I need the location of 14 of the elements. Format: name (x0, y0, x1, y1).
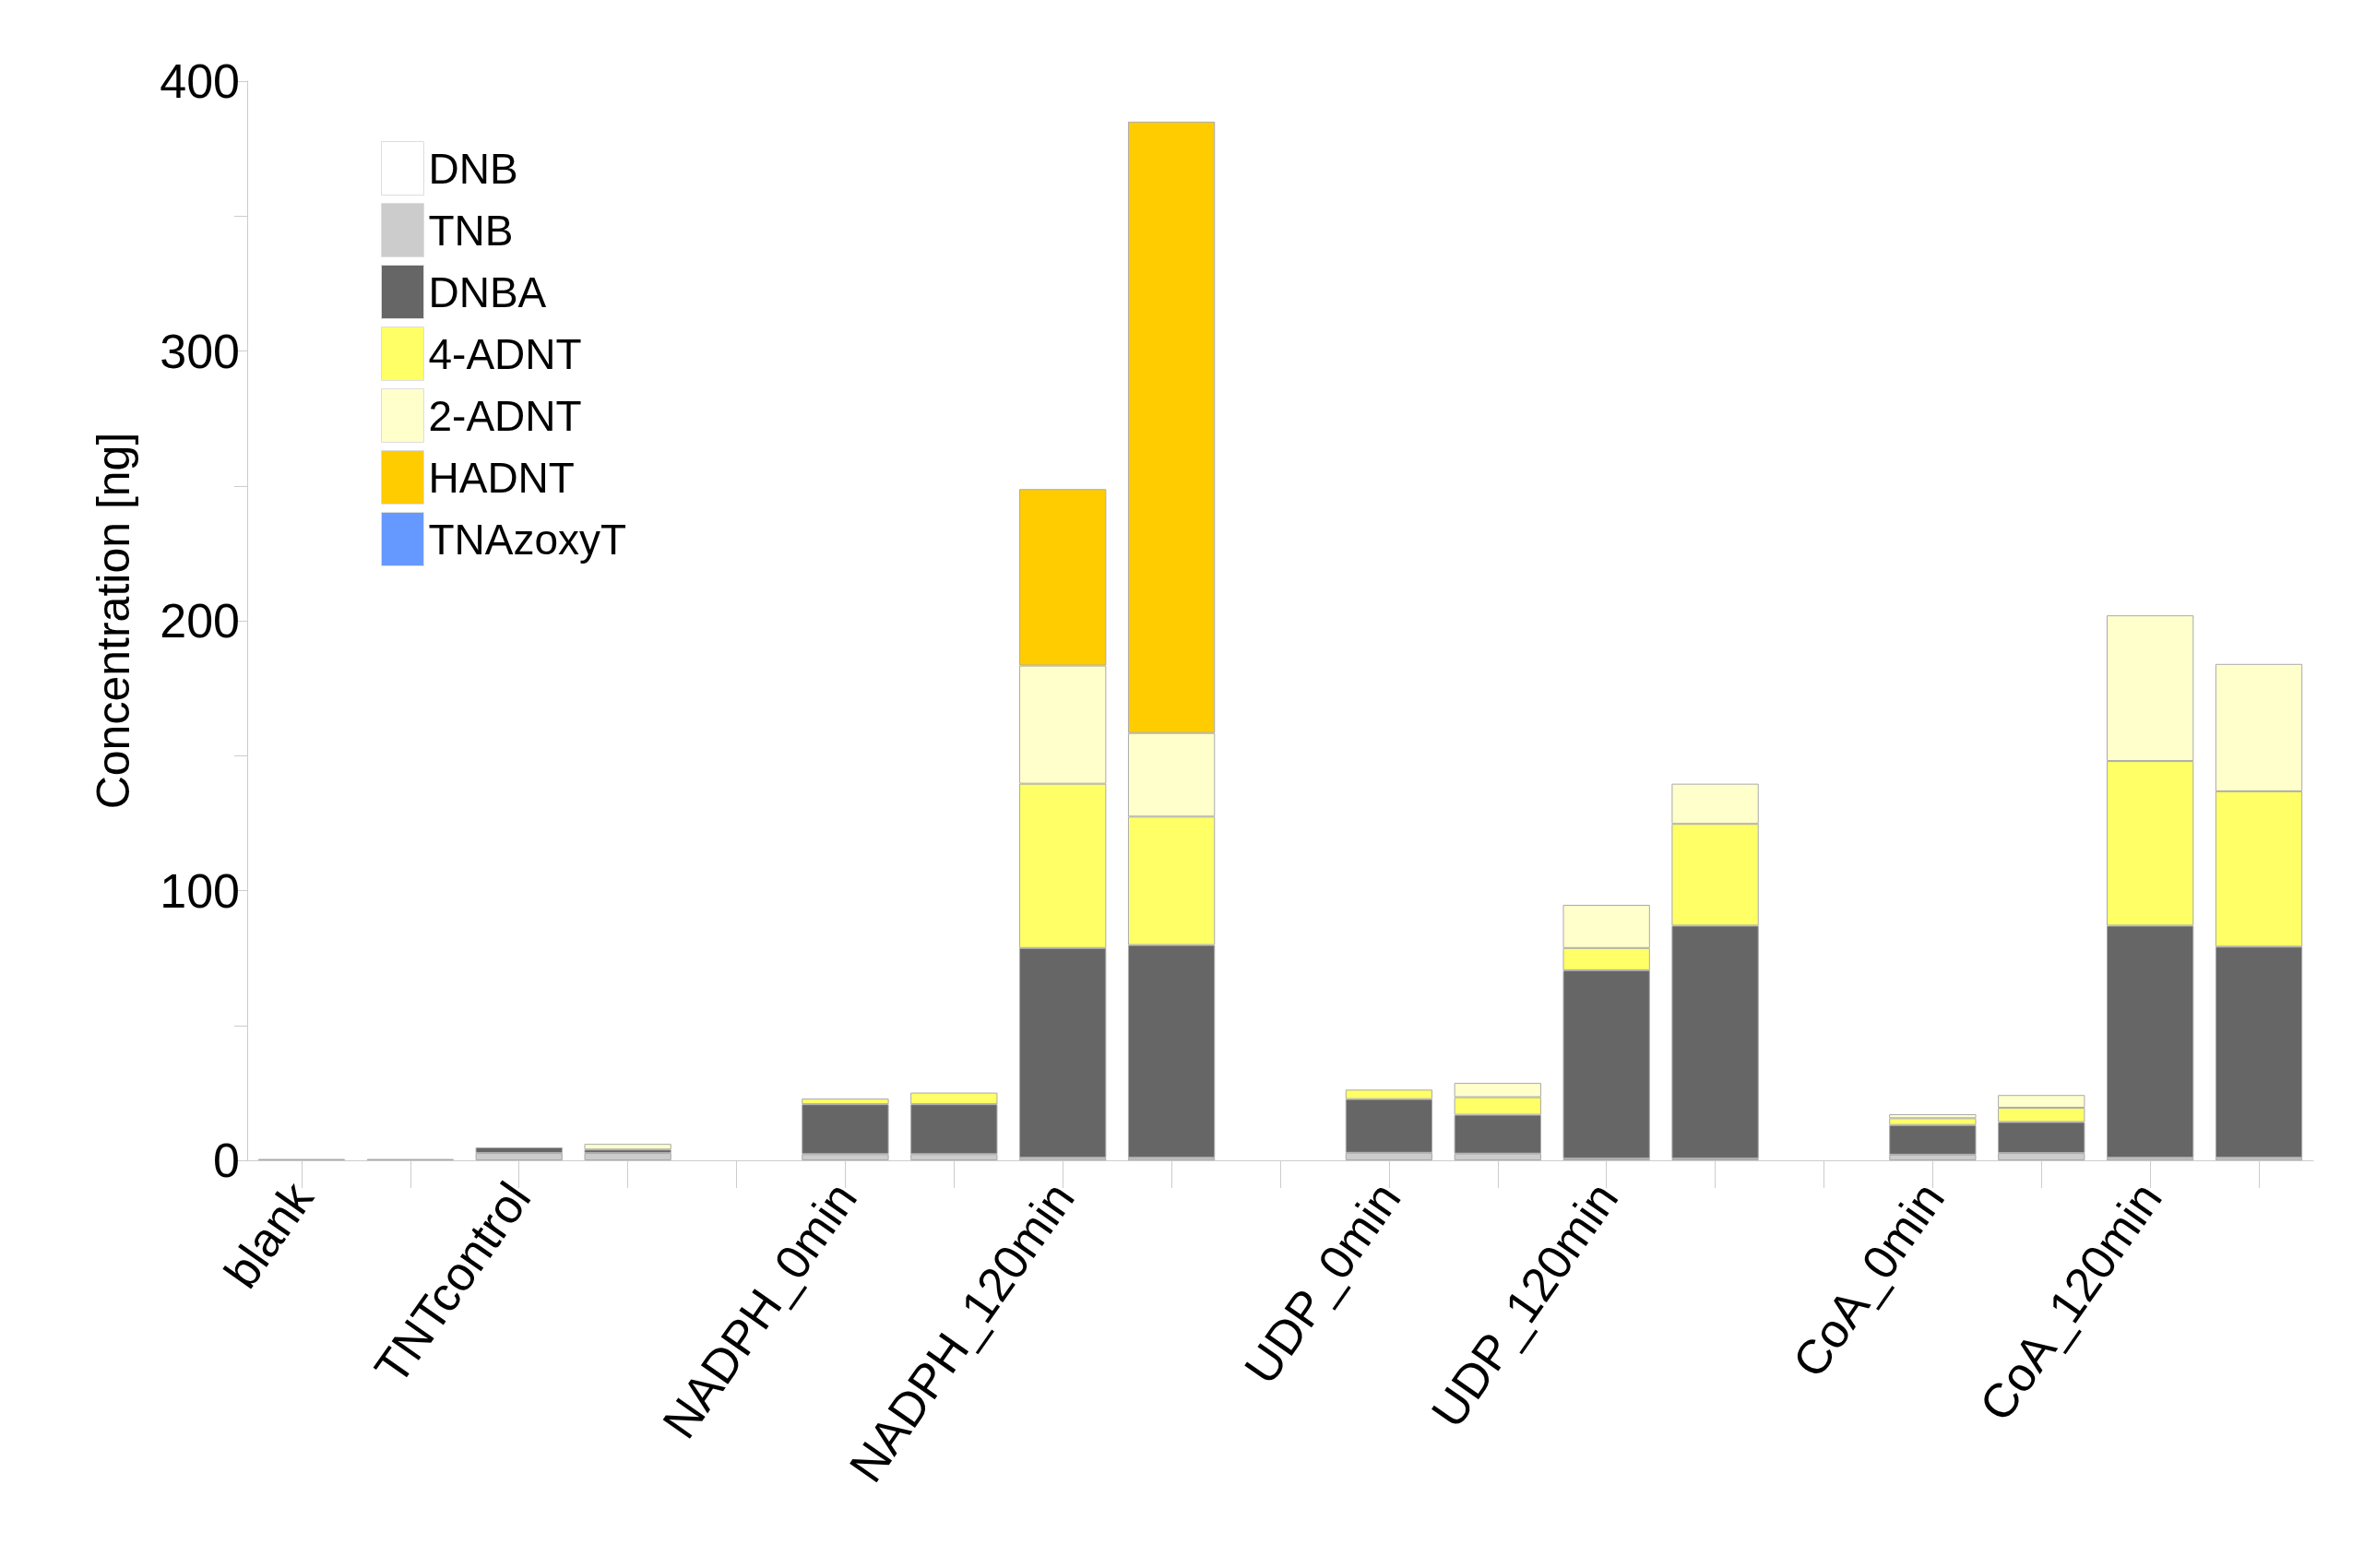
y-tick-label: 0 (213, 1134, 240, 1187)
y-axis-title: Concentration [ng] (88, 432, 139, 810)
legend-label: DNB (428, 144, 518, 193)
bar (584, 1144, 671, 1150)
y-tick-label: 400 (160, 54, 240, 108)
y-tick-label: 100 (160, 863, 240, 918)
legend-label: 2-ADNT (428, 391, 582, 440)
y-tick-label: 200 (160, 594, 240, 647)
legend-label: DNBA (428, 267, 547, 316)
legend-label: TNB (428, 206, 514, 255)
legend-label: HADNT (428, 453, 575, 502)
legend-label: 4-ADNT (428, 329, 582, 378)
legend-label: TNAzoxyT (428, 515, 627, 564)
y-tick-label: 300 (160, 324, 240, 378)
